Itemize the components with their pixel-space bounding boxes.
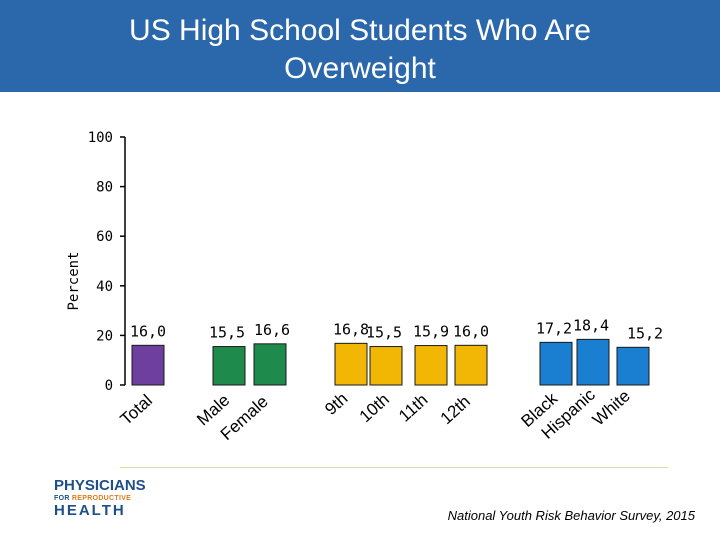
data-label: 17,2: [536, 319, 572, 337]
bar-white: [616, 346, 650, 386]
bar-hispanic: [576, 338, 610, 386]
bar-9th: [334, 342, 368, 386]
logo-line-2: FOR REPRODUCTIVE: [54, 494, 144, 503]
x-tick-label: 9th: [321, 389, 351, 419]
x-tick-label: 12th: [437, 392, 474, 428]
title-line-1: US High School Students Who Are: [129, 14, 591, 47]
organization-logo: PHYSICIANS FOR REPRODUCTIVE HEALTH: [54, 477, 146, 519]
logo-line-1: PHYSICIANS: [54, 477, 146, 494]
x-tick-label: Total: [117, 391, 156, 429]
data-label: 18,4: [573, 316, 609, 334]
y-tick-label: 60: [96, 229, 113, 245]
logo-line-3: HEALTH: [54, 502, 126, 519]
bar-10th: [369, 346, 403, 386]
logo-line-2a: FOR: [54, 495, 72, 502]
footer-divider: [120, 467, 668, 468]
y-axis-label: Percent: [66, 251, 82, 310]
bar-male: [212, 346, 246, 386]
x-tick-label: 11th: [395, 390, 431, 425]
data-label: 15,9: [413, 323, 449, 341]
data-label: 15,5: [209, 324, 245, 342]
x-tick-label: 10th: [356, 390, 393, 426]
bar-12th: [454, 344, 488, 386]
data-label: 15,5: [366, 324, 402, 342]
bar-11th: [414, 345, 448, 386]
data-label: 16,8: [333, 320, 369, 338]
page-title: US High School Students Who Are Overweig…: [0, 12, 720, 88]
y-tick-label: 20: [96, 328, 113, 344]
source-note: National Youth Risk Behavior Survey, 201…: [447, 508, 695, 523]
title-bar: [0, 0, 720, 92]
bar-female: [253, 343, 287, 386]
bar-black: [539, 341, 573, 386]
data-label: 16,0: [453, 322, 489, 340]
y-tick-label: 100: [88, 130, 113, 146]
y-tick-label: 80: [96, 180, 113, 196]
data-label: 16,6: [254, 321, 290, 339]
data-label: 16,0: [130, 322, 166, 340]
bar-total: [131, 344, 165, 386]
logo-line-2b: REPRODUCTIVE: [71, 495, 132, 502]
y-tick-label: 0: [105, 378, 113, 394]
data-label: 15,2: [627, 324, 663, 342]
x-tick-label: White: [589, 386, 634, 429]
y-tick-label: 40: [96, 279, 113, 295]
title-line-2: Overweight: [284, 52, 436, 85]
